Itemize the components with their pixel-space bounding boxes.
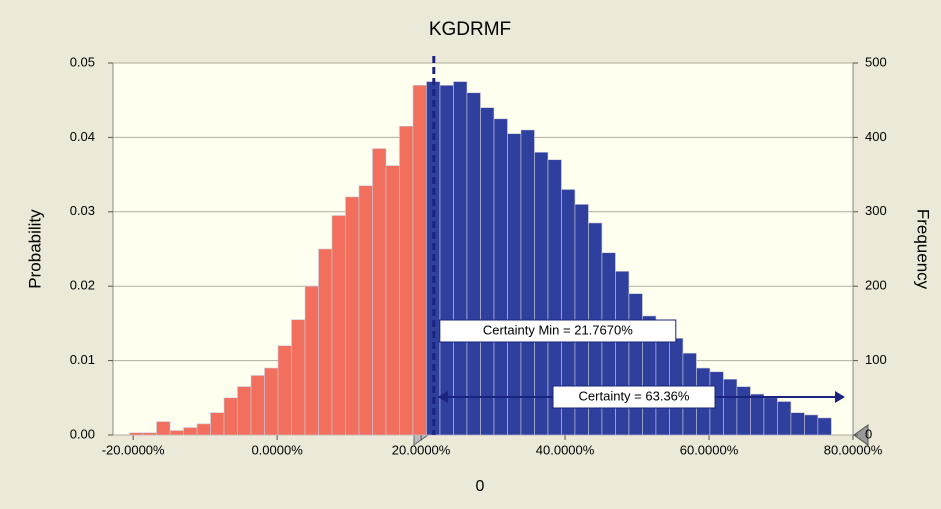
bar bbox=[318, 248, 333, 436]
y-tick-label: 0.00 bbox=[70, 426, 95, 441]
bar bbox=[628, 293, 643, 436]
bar bbox=[372, 148, 387, 436]
y-tick-label: 0.01 bbox=[70, 352, 95, 367]
bar bbox=[520, 129, 535, 436]
bar bbox=[412, 85, 427, 436]
bar bbox=[277, 345, 292, 436]
bar bbox=[507, 133, 522, 436]
x-tick-label: 20.0000% bbox=[392, 442, 451, 457]
bar bbox=[223, 397, 238, 436]
bar bbox=[264, 367, 279, 436]
bar bbox=[169, 430, 184, 436]
bar bbox=[196, 423, 211, 436]
bar bbox=[399, 125, 414, 436]
bar bbox=[142, 432, 157, 436]
bar bbox=[817, 417, 832, 436]
bar bbox=[655, 330, 670, 436]
x-axis-label: 0 bbox=[476, 478, 485, 495]
y2-tick-label: 200 bbox=[865, 278, 887, 293]
bar bbox=[183, 427, 198, 436]
y2-axis-label: Frequency bbox=[914, 209, 933, 290]
bar bbox=[345, 196, 360, 436]
bar bbox=[156, 421, 171, 436]
right-grabber[interactable] bbox=[853, 424, 869, 446]
bar bbox=[466, 92, 481, 436]
bar bbox=[763, 397, 778, 436]
y2-tick-label: 100 bbox=[865, 352, 887, 367]
x-tick-label: 0.0000% bbox=[251, 442, 303, 457]
y2-tick-label: 0 bbox=[865, 426, 872, 441]
bar bbox=[210, 412, 225, 436]
y2-tick-label: 400 bbox=[865, 129, 887, 144]
certainty-box bbox=[552, 385, 716, 409]
bar bbox=[804, 414, 819, 436]
x-tick-label: 80.0000% bbox=[824, 442, 883, 457]
bar bbox=[439, 85, 454, 436]
bar bbox=[480, 107, 495, 436]
certainty-min-box bbox=[439, 319, 677, 343]
certainty-min-label: Certainty Min = 21.7670% bbox=[483, 322, 633, 337]
y-tick-label: 0.02 bbox=[70, 278, 95, 293]
bar bbox=[534, 151, 549, 436]
bar bbox=[453, 81, 468, 436]
certainty-label: Certainty = 63.36% bbox=[579, 388, 690, 403]
x-tick-label: 40.0000% bbox=[536, 442, 595, 457]
bar bbox=[250, 375, 265, 436]
bar bbox=[291, 319, 306, 436]
y-tick-label: 0.05 bbox=[70, 54, 95, 69]
bar bbox=[750, 393, 765, 436]
bar bbox=[723, 378, 738, 436]
chart-title: KGDRMF bbox=[429, 19, 511, 40]
arrow-head-left bbox=[437, 391, 448, 403]
x-tick-label: 60.0000% bbox=[680, 442, 739, 457]
bar bbox=[493, 118, 508, 436]
bar bbox=[237, 386, 252, 436]
y2-tick-label: 300 bbox=[865, 203, 887, 218]
bar bbox=[304, 285, 319, 436]
bar bbox=[331, 215, 346, 436]
bar bbox=[615, 271, 630, 436]
bar bbox=[777, 401, 792, 436]
x-tick-label: -20.0000% bbox=[102, 442, 165, 457]
y-tick-label: 0.04 bbox=[70, 129, 95, 144]
y2-tick-label: 500 bbox=[865, 54, 887, 69]
bar bbox=[385, 165, 400, 436]
bar bbox=[358, 185, 373, 436]
y-axis-label: Probability bbox=[25, 209, 44, 289]
bar bbox=[129, 432, 144, 436]
bar bbox=[736, 386, 751, 436]
bar bbox=[790, 412, 805, 436]
arrow-head-right bbox=[835, 391, 845, 403]
y-tick-label: 0.03 bbox=[70, 203, 95, 218]
